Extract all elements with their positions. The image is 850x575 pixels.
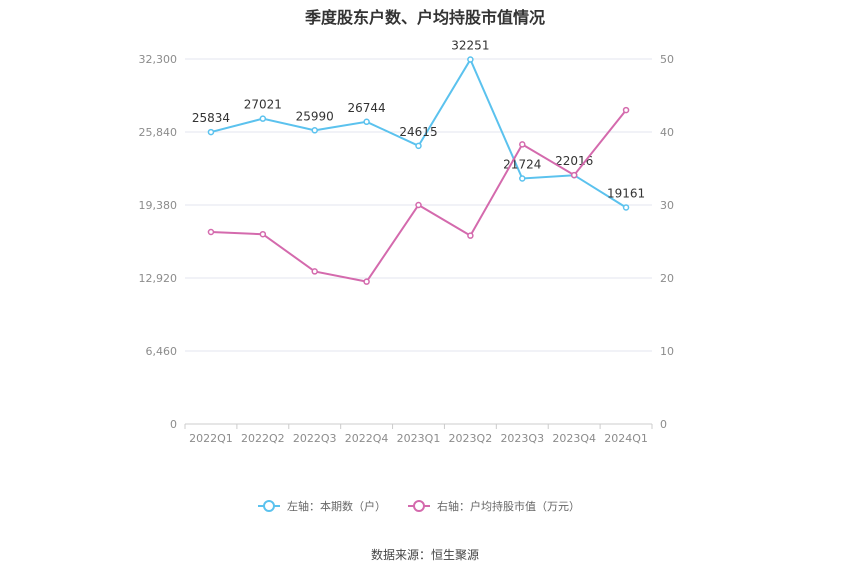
right-tick-label: 10 [660, 345, 674, 358]
grid-lines [185, 58, 652, 425]
right-axis-ticks: 50 40 30 20 10 0 [660, 53, 674, 431]
x-tick-label: 2024Q1 [604, 432, 648, 445]
series-point-2 [415, 201, 422, 209]
x-tick-label: 2022Q2 [241, 432, 285, 445]
legend-label: 左轴：本期数（户） [287, 499, 386, 513]
series-point-1 [415, 142, 422, 150]
series-point-2 [622, 106, 630, 114]
series-point-1 [363, 118, 370, 126]
left-tick-label: 12,920 [139, 272, 178, 285]
legend-marker-icon [413, 500, 425, 512]
series-point-1 [622, 204, 630, 211]
left-tick-label: 25,840 [139, 126, 178, 139]
legend-marker-icon [263, 500, 275, 512]
right-tick-label: 0 [660, 418, 667, 431]
series-point-2 [259, 230, 267, 238]
legend-item-2[interactable]: 右轴：户均持股市值（万元） [408, 499, 580, 513]
series-point-2 [207, 228, 215, 236]
left-tick-label: 6,460 [146, 345, 178, 358]
series-point-2 [467, 232, 474, 239]
series-point-2 [519, 141, 526, 148]
series-point-2 [363, 278, 370, 285]
data-label: 25834 [192, 111, 230, 125]
data-label: 24615 [399, 125, 437, 139]
legend-label: 右轴：户均持股市值（万元） [437, 499, 580, 513]
x-tick-label: 2022Q3 [293, 432, 337, 445]
x-tick-label: 2022Q4 [345, 432, 389, 445]
x-tick-label: 2023Q3 [500, 432, 544, 445]
series-point-2 [311, 268, 318, 275]
chart-title: 季度股东户数、户均持股市值情况 [304, 8, 545, 27]
legend-item-1[interactable]: 左轴：本期数（户） [258, 499, 386, 513]
right-tick-label: 30 [660, 199, 674, 212]
data-label: 27021 [244, 98, 282, 112]
series-point-1 [259, 115, 267, 122]
x-tick-label: 2023Q1 [397, 432, 441, 445]
left-tick-label: 32,300 [139, 53, 178, 66]
x-tick-label: 2022Q1 [189, 432, 233, 445]
series-point-1 [467, 56, 474, 63]
series-point-1 [519, 175, 526, 182]
x-tick-label: 2023Q4 [552, 432, 596, 445]
series-point-1 [207, 128, 215, 136]
x-axis-ticks: 2022Q1 2022Q2 2022Q3 2022Q4 2023Q1 2023Q2 2023… [184, 424, 653, 445]
x-tick-label: 2023Q2 [449, 432, 493, 445]
left-tick-label: 19,380 [139, 199, 178, 212]
data-label: 19161 [607, 186, 645, 200]
right-tick-label: 20 [660, 272, 674, 285]
right-tick-label: 40 [660, 126, 674, 139]
legend: 左轴：本期数（户） 右轴：户均持股市值（万元） [258, 499, 580, 513]
left-tick-label: 0 [170, 418, 177, 431]
data-label: 25990 [296, 109, 334, 123]
data-label: 32251 [451, 39, 489, 53]
data-label: 26744 [348, 101, 386, 115]
right-tick-label: 50 [660, 53, 674, 66]
data-source: 数据来源：恒生聚源 [370, 548, 479, 562]
left-axis-ticks: 32,300 25,840 19,380 12,920 6,460 0 [139, 53, 178, 431]
series-point-2 [570, 171, 578, 179]
series-point-1 [311, 127, 318, 134]
